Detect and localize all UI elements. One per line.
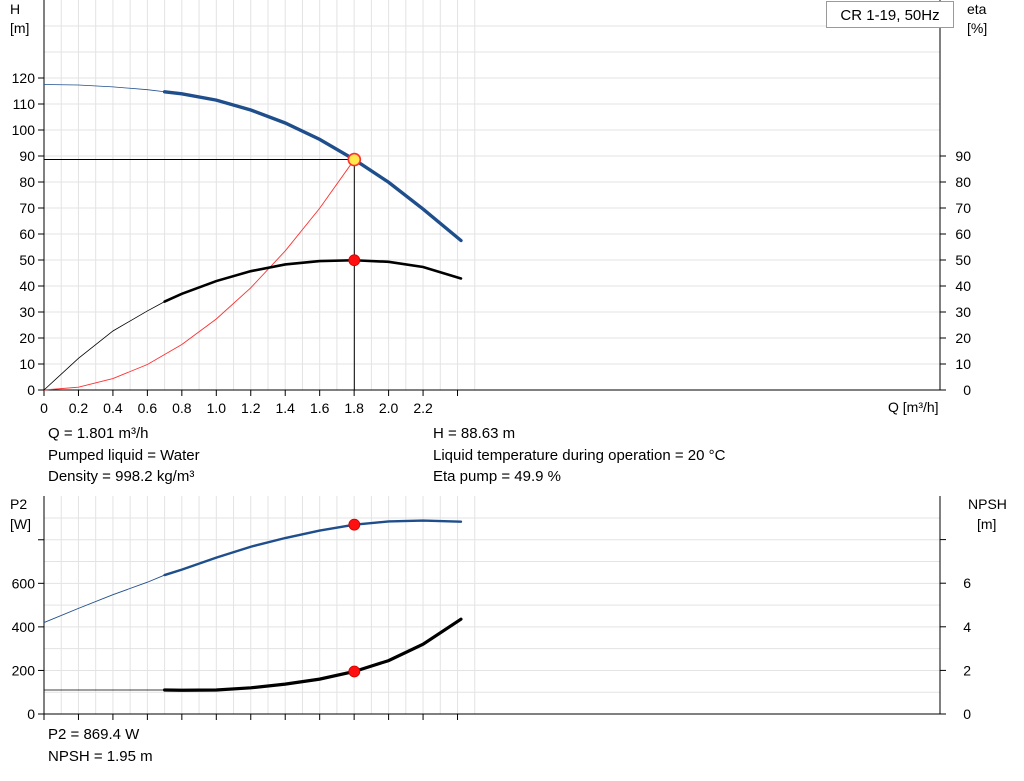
plot-frames	[43, 0, 941, 715]
x-tick-label: 0.6	[138, 400, 158, 416]
x-tick-label: 2.2	[413, 400, 433, 416]
npsh-curve	[163, 617, 463, 692]
y-tick-label: 80	[19, 174, 35, 190]
x-tick-label: 1.6	[310, 400, 330, 416]
y2-tick-label: 2	[963, 662, 971, 678]
y2-tick-label: 70	[955, 200, 971, 216]
bottom-plot-grid	[44, 496, 940, 714]
y-tick-label: 120	[12, 70, 36, 86]
p2-curve	[163, 519, 463, 577]
y-tick-label: 0	[27, 706, 35, 722]
y-tick-label: 200	[12, 662, 36, 678]
npsh-axis-unit: [m]	[977, 516, 996, 532]
y-tick-label: 0	[27, 382, 35, 398]
y-tick-label: 90	[19, 148, 35, 164]
h-axis-label: H	[10, 1, 20, 17]
y-tick-label: 600	[12, 575, 36, 591]
y2-tick-label: 30	[955, 304, 971, 320]
duty-point-npsh-marker	[348, 665, 361, 678]
y-tick-label: 40	[19, 278, 35, 294]
y2-tick-label: 90	[955, 148, 971, 164]
p2-axis-label: P2	[10, 496, 27, 512]
y2-tick-label: 80	[955, 174, 971, 190]
pump-model-label: CR 1-19, 50Hz	[826, 1, 954, 28]
curves	[43, 84, 463, 692]
x-tick-label: 0	[40, 400, 48, 416]
x-tick-label: 1.2	[241, 400, 261, 416]
x-tick-label: 1.8	[344, 400, 364, 416]
duty-point-head-marker	[347, 152, 362, 167]
x-tick-label: 0.8	[172, 400, 192, 416]
y-tick-label: 60	[19, 226, 35, 242]
axis-ticks: 0 0.2 0.4 0.6 0.8 1.0 1.2 1.4 1.6 1.8 2.0 2.2010203…	[12, 70, 972, 722]
eta-curve	[163, 258, 463, 303]
pumped-liquid-readout: Pumped liquid = Water	[48, 447, 200, 464]
q-axis-label: Q [m³/h]	[888, 399, 939, 415]
p2-axis-unit: [W]	[10, 516, 31, 532]
h-axis-unit: [m]	[10, 20, 29, 36]
y-tick-label: 10	[19, 356, 35, 372]
head-curve-extended	[43, 84, 165, 93]
y-tick-label: 70	[19, 200, 35, 216]
y2-tick-label: 50	[955, 252, 971, 268]
head-curve	[162, 90, 463, 243]
duty-point-eta-marker	[348, 254, 361, 267]
top-plot-grid	[44, 0, 940, 390]
y2-tick-label: 60	[955, 226, 971, 242]
x-tick-label: 1.0	[207, 400, 227, 416]
y-tick-label: 100	[12, 122, 36, 138]
x-tick-label: 2.0	[379, 400, 399, 416]
duty-point-p2-marker	[348, 518, 361, 531]
temperature-readout: Liquid temperature during operation = 20…	[433, 447, 726, 464]
y-tick-label: 20	[19, 330, 35, 346]
y2-tick-label: 4	[963, 619, 971, 635]
y2-tick-label: 0	[963, 706, 971, 722]
duty-point-markers	[44, 152, 362, 678]
eta-curve-extended	[43, 301, 165, 391]
y-tick-label: 50	[19, 252, 35, 268]
eta-axis-label: eta	[967, 1, 987, 17]
eta-axis-unit: [%]	[967, 20, 987, 36]
head-readout: H = 88.63 m	[433, 425, 516, 442]
y2-tick-label: 6	[963, 575, 971, 591]
y2-tick-label: 40	[955, 278, 971, 294]
eta-readout: Eta pump = 49.9 %	[433, 468, 561, 485]
y2-tick-label: 20	[955, 330, 971, 346]
y2-tick-label: 10	[955, 356, 971, 372]
x-tick-label: 0.2	[69, 400, 89, 416]
y-tick-label: 400	[12, 619, 36, 635]
p2-readout: P2 = 869.4 W	[48, 726, 140, 743]
y-tick-label: 110	[13, 96, 36, 112]
p2-curve-extended	[43, 574, 165, 623]
x-tick-label: 1.4	[275, 400, 295, 416]
y2-tick-label: 0	[963, 382, 971, 398]
y-tick-label: 30	[19, 304, 35, 320]
npsh-readout: NPSH = 1.95 m	[48, 748, 153, 765]
density-readout: Density = 998.2 kg/m³	[48, 468, 195, 485]
system-curve	[43, 159, 355, 391]
npsh-axis-label: NPSH	[968, 496, 1007, 512]
x-tick-label: 0.4	[103, 400, 123, 416]
flow-readout: Q = 1.801 m³/h	[48, 425, 149, 442]
